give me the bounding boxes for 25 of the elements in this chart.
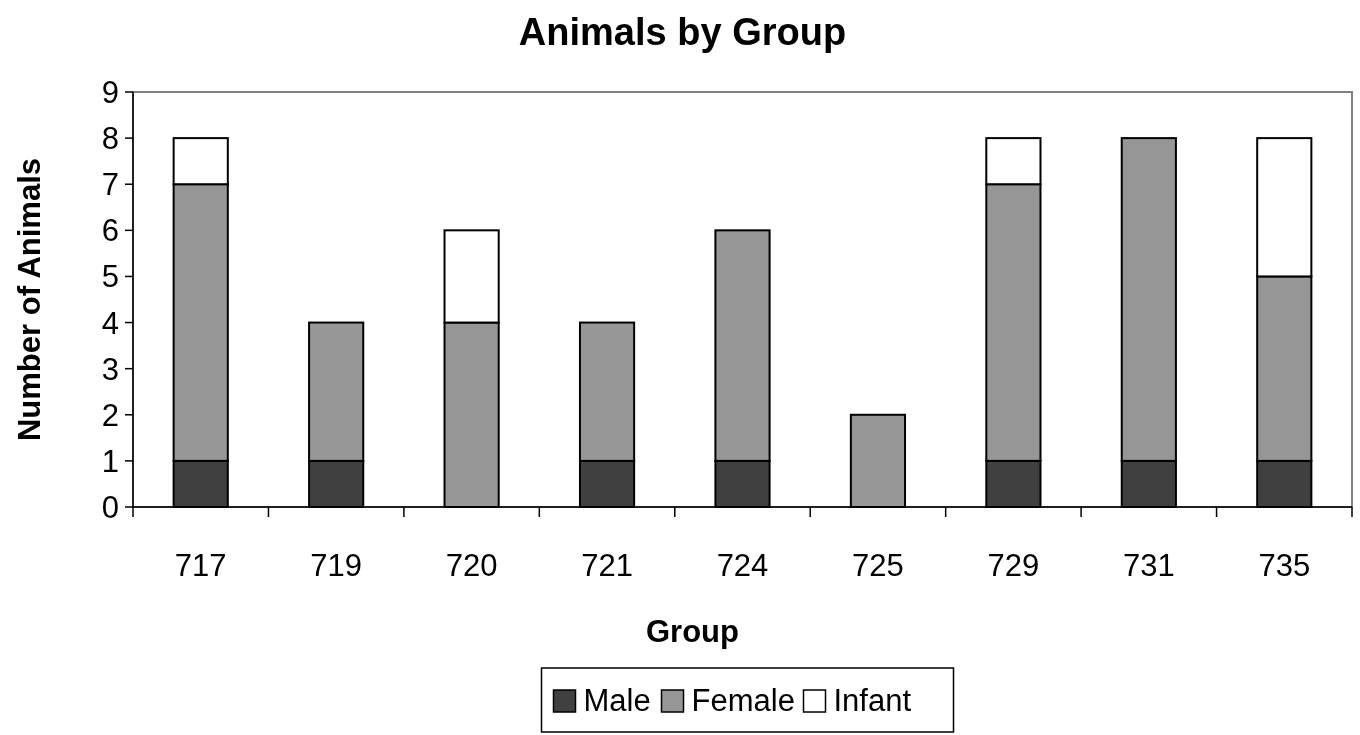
y-tick-label: 9 <box>101 75 119 110</box>
x-tick-label: 735 <box>1258 548 1311 583</box>
y-tick-label: 4 <box>101 305 119 341</box>
y-tick-label: 8 <box>101 121 119 157</box>
legend-label: Male <box>583 683 651 718</box>
y-tick-label: 3 <box>101 351 119 387</box>
y-tick-label: 2 <box>101 397 119 433</box>
y-tick-label: 0 <box>101 490 119 525</box>
y-tick-label: 7 <box>101 167 119 203</box>
y-tick-label: 6 <box>101 213 119 249</box>
x-tick-label: 721 <box>581 548 633 583</box>
y-tick-label: 5 <box>101 259 119 295</box>
chart-title: Animals by Group <box>518 11 847 53</box>
x-tick-label: 731 <box>1122 548 1175 583</box>
y-tick-label: 1 <box>101 443 119 479</box>
x-tick-label: 717 <box>174 548 227 583</box>
legend-label: Female <box>691 683 795 718</box>
y-axis-title: Number of Animals <box>12 157 47 442</box>
x-tick-label: 725 <box>852 548 904 583</box>
x-tick-label: 729 <box>987 548 1040 583</box>
x-axis-title: Group <box>646 614 739 649</box>
legend-label: Infant <box>833 683 912 718</box>
x-tick-label: 719 <box>310 548 363 583</box>
x-tick-label: 724 <box>716 548 769 583</box>
x-tick-label: 720 <box>445 548 498 583</box>
